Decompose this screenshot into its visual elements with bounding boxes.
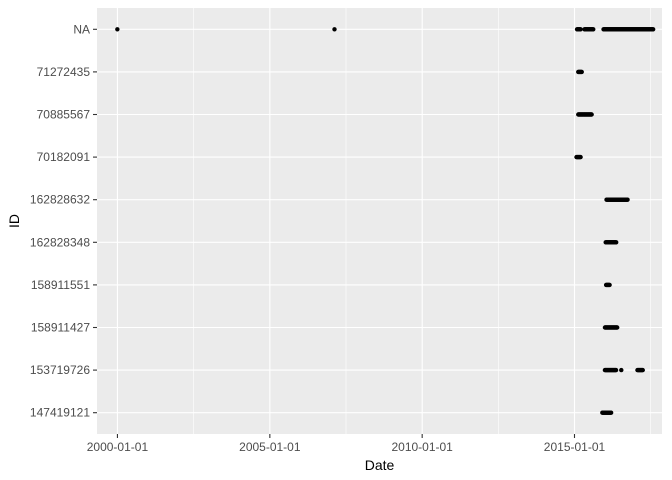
series-NA — [115, 27, 656, 32]
data-point — [613, 367, 619, 373]
series-147419121 — [600, 410, 614, 415]
x-tick-label: 2000-01-01 — [87, 440, 149, 454]
series-71272435 — [576, 69, 584, 75]
x-axis: 2000-01-01 2005-01-01 2010-01-01 2015-01-01 — [87, 434, 606, 454]
data-point — [615, 325, 620, 330]
data-points — [115, 27, 656, 415]
y-tick-label: 158911427 — [31, 321, 91, 335]
data-point — [578, 154, 583, 160]
x-tick-label: 2015-01-01 — [544, 440, 606, 454]
data-point — [115, 27, 120, 32]
series-162828348 — [603, 240, 619, 245]
plot-panel — [97, 8, 662, 434]
x-tick-label: 2005-01-01 — [239, 440, 301, 454]
data-point — [579, 69, 584, 75]
data-point — [619, 367, 624, 373]
y-tick-label: NA — [73, 22, 90, 36]
y-tick-label: 158911551 — [31, 278, 91, 292]
x-tick-label: 2010-01-01 — [391, 440, 453, 454]
y-axis: 147419121 153719726 158911427 158911551 1628… — [30, 22, 97, 420]
data-point — [650, 27, 656, 32]
y-tick-label: 162828632 — [30, 193, 90, 207]
data-point — [591, 27, 596, 32]
series-153719726 — [602, 367, 645, 373]
data-point — [640, 367, 645, 373]
series-158911551 — [603, 282, 612, 288]
minor-gridlines — [193, 8, 651, 434]
data-point — [578, 27, 583, 32]
x-axis-title: Date — [365, 457, 395, 473]
data-point — [589, 112, 594, 117]
major-gridlines — [97, 8, 662, 434]
data-point — [625, 197, 630, 202]
y-tick-label: 70182091 — [37, 150, 91, 164]
series-162828632 — [604, 197, 630, 202]
data-point — [608, 410, 614, 415]
y-tick-label: 71272435 — [37, 65, 91, 79]
y-tick-label: 162828348 — [30, 235, 90, 249]
data-point — [332, 27, 337, 32]
series-158911427 — [602, 325, 620, 330]
y-axis-title: ID — [6, 214, 22, 228]
y-tick-label: 147419121 — [30, 406, 90, 420]
series-70182091 — [574, 154, 583, 160]
series-70885567 — [576, 112, 594, 117]
y-tick-label: 153719726 — [30, 363, 90, 377]
data-point — [614, 240, 619, 245]
y-tick-label: 70885567 — [37, 108, 91, 122]
data-point — [607, 282, 612, 288]
